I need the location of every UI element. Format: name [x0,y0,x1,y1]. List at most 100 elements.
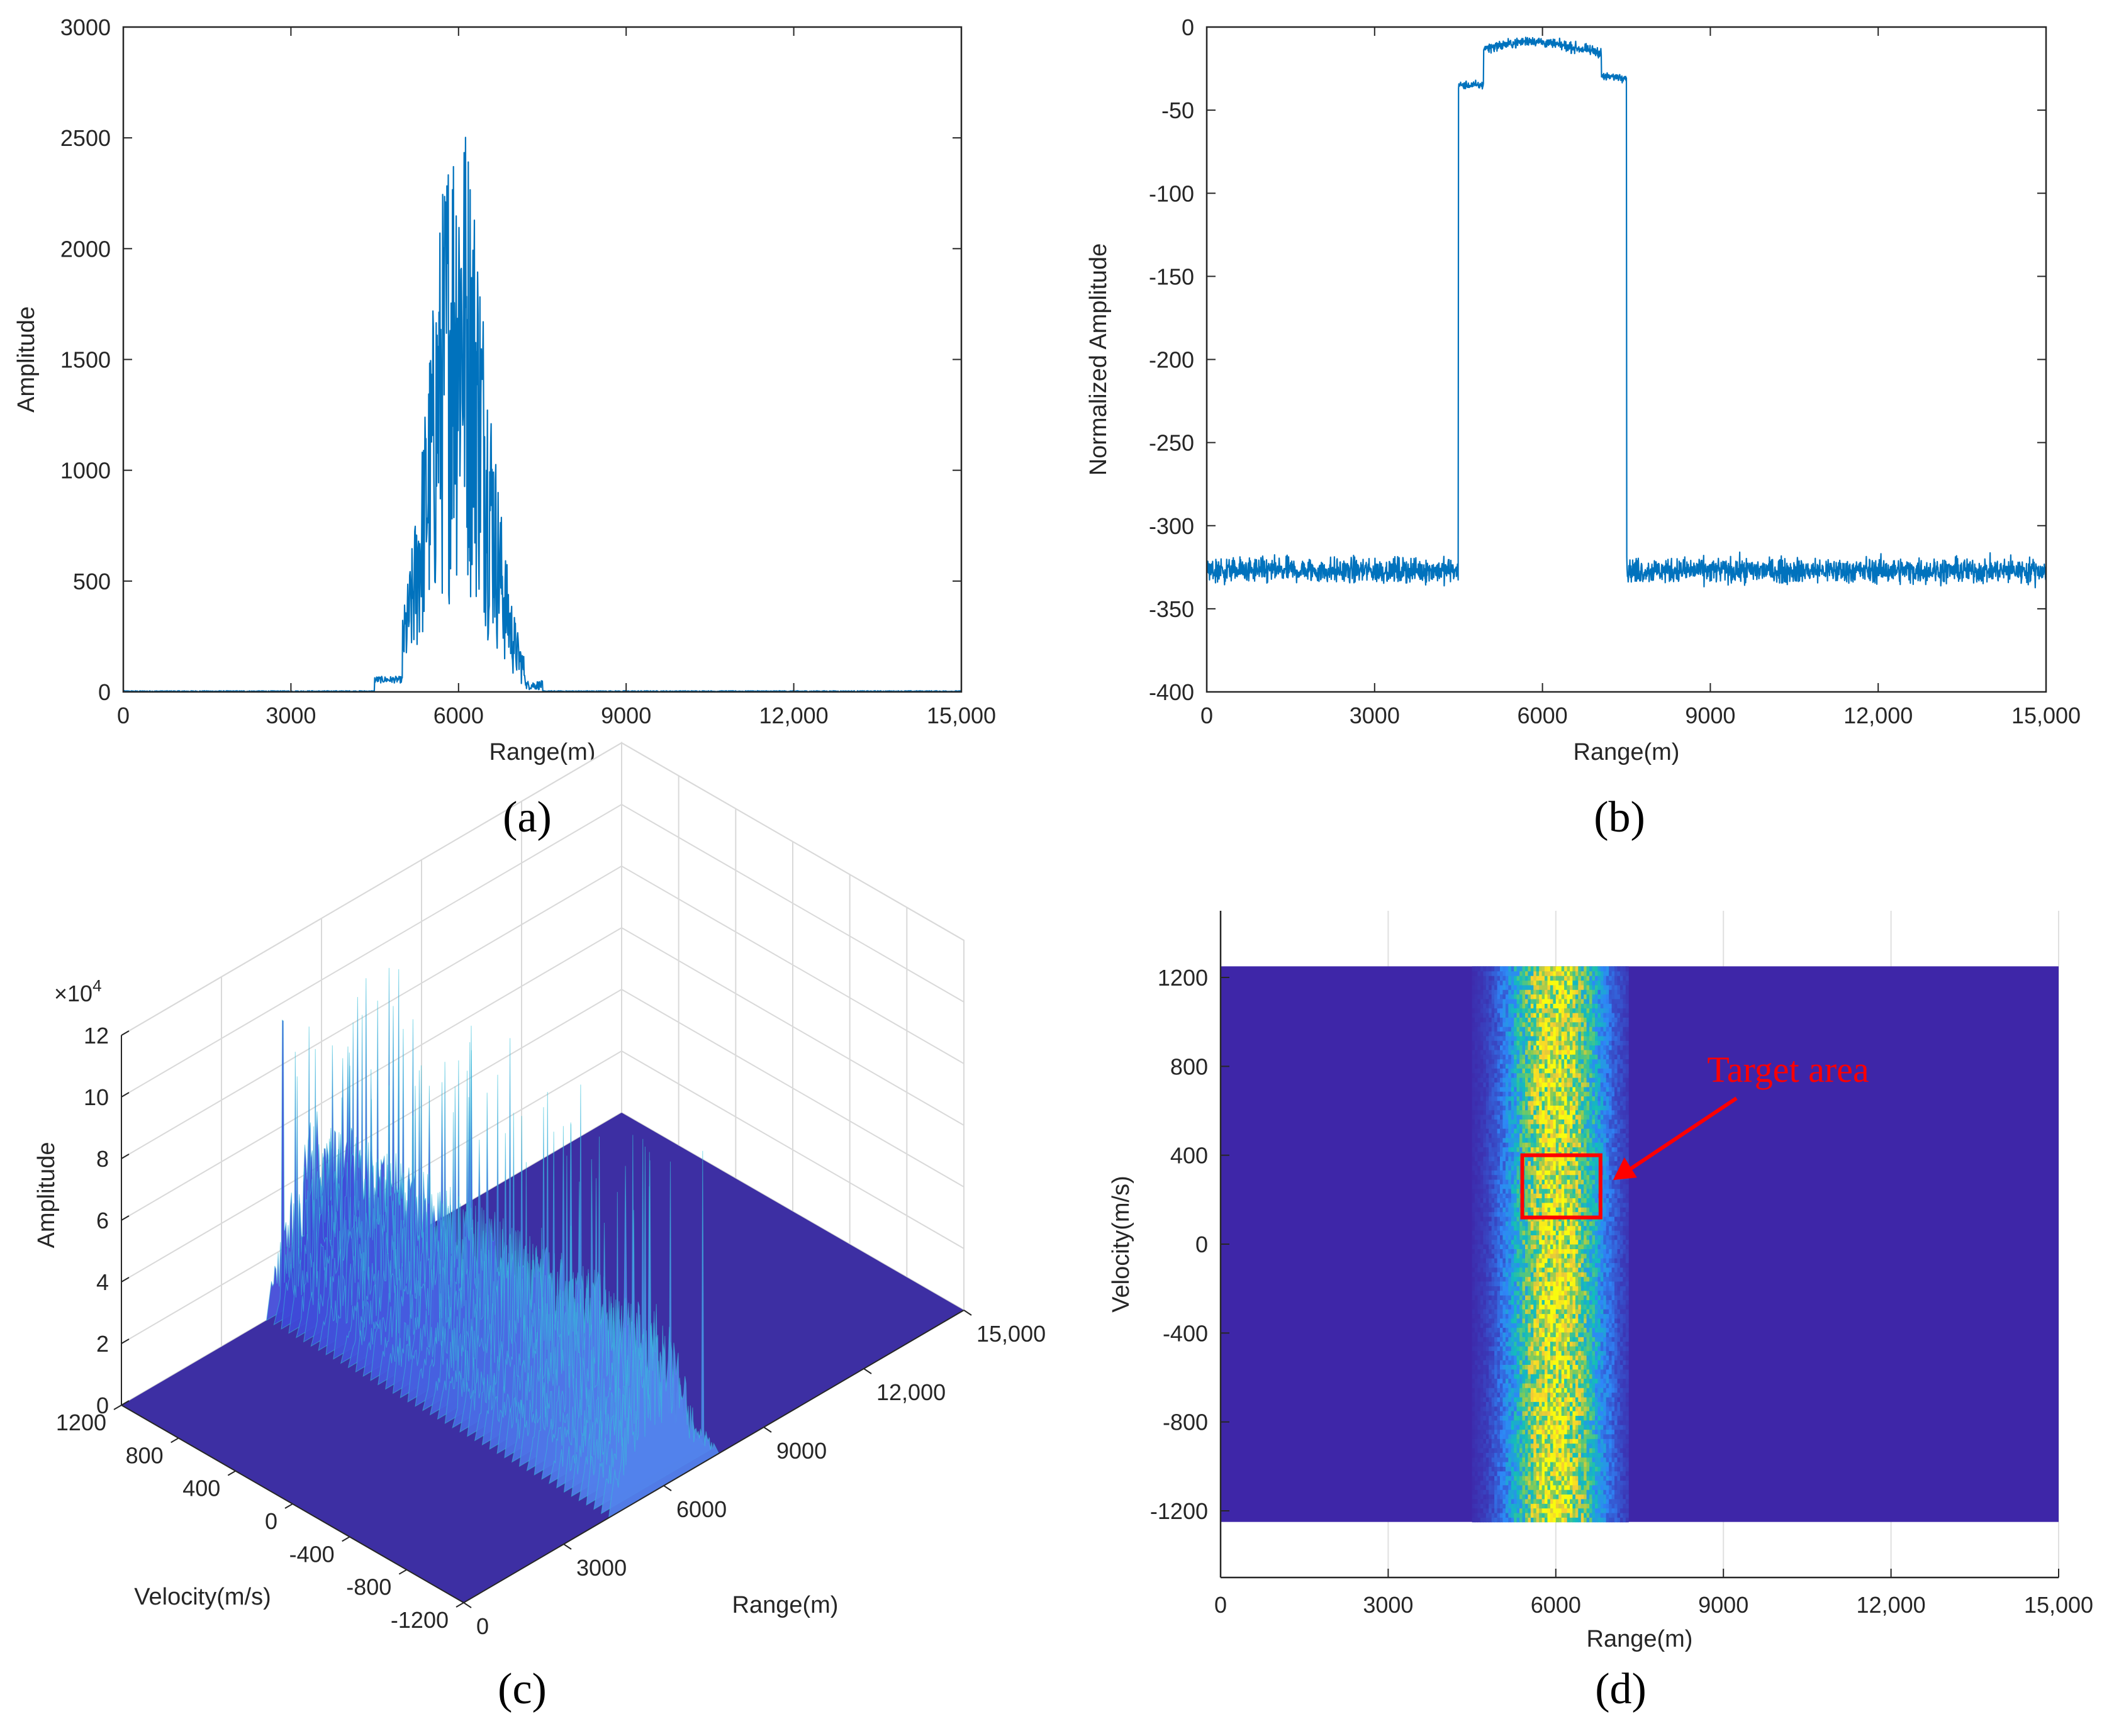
heatmap-cell [1541,1184,1545,1189]
heatmap-cell [1483,1323,1487,1328]
heatmap-cell [1570,1309,1573,1315]
heatmap-cell [1483,1031,1487,1037]
heatmap-cell [1530,1105,1534,1111]
heatmap-cell [1516,1309,1520,1315]
heatmap-cell [1539,1142,1543,1148]
heatmap-cell [1558,1123,1562,1129]
heatmap-cell [1500,1350,1503,1356]
heatmap-cell [1567,1119,1570,1125]
heatmap-cell [1511,1341,1514,1347]
heatmap-cell [1539,1119,1543,1125]
heatmap-cell [1555,1096,1559,1101]
heatmap-cell [1508,1105,1512,1111]
z-gridline [121,742,622,1036]
heatmap-cell [1508,1396,1512,1402]
heatmap-cell [1525,1188,1528,1194]
z-tick-mark [121,1092,130,1098]
heatmap-cell [1491,1313,1495,1319]
heatmap-cell [1575,1471,1579,1476]
heatmap-cell [1475,998,1478,1004]
heatmap-cell [1533,980,1537,986]
heatmap-cell [1511,1262,1514,1268]
heatmap-cell [1489,1179,1492,1184]
heatmap-cell [1516,1063,1520,1069]
heatmap-cell [1502,1438,1506,1444]
heatmap-cell [1525,1137,1528,1143]
heatmap-cell [1519,989,1523,995]
heatmap-cell [1547,1262,1551,1268]
heatmap-cell [1530,1137,1534,1143]
heatmap-cell [1525,1323,1528,1328]
heatmap-cell [1567,1503,1570,1509]
heatmap-cell [1477,1411,1481,1416]
heatmap-cell [1547,1230,1551,1235]
heatmap-cell [1536,1114,1540,1120]
heatmap-cell [1578,1188,1582,1194]
heatmap-cell [1536,1031,1540,1037]
heatmap-cell [1553,1077,1557,1082]
heatmap-cell [1491,1462,1495,1467]
heatmap-cell [1497,1364,1501,1370]
heatmap-cell [1516,1119,1520,1125]
heatmap-cell [1491,1091,1495,1097]
heatmap-cell [1555,1471,1559,1476]
heatmap-cell [1508,1031,1512,1037]
heatmap-cell [1536,1498,1540,1504]
heatmap-cell [1508,1489,1512,1495]
heatmap-cell [1561,1443,1565,1449]
heatmap-cell [1502,1447,1506,1453]
heatmap-cell [1519,1415,1523,1421]
heatmap-cell [1550,1193,1553,1198]
heatmap-cell [1508,1091,1512,1097]
heatmap-cell [1494,1299,1498,1305]
heatmap-cell [1561,1114,1565,1120]
heatmap-cell [1550,1462,1553,1467]
heatmap-cell [1550,1114,1553,1120]
heatmap-cell [1528,998,1531,1004]
heatmap-cell [1553,1091,1557,1097]
heatmap-cell [1525,1304,1528,1310]
heatmap-cell [1508,994,1512,999]
heatmap-cell [1485,1040,1489,1046]
heatmap-cell [1511,1345,1514,1351]
heatmap-cell [1477,1267,1481,1272]
heatmap-cell [1516,1211,1520,1217]
heatmap-cell [1558,1128,1562,1133]
heatmap-cell [1558,994,1562,999]
heatmap-cell [1541,1198,1545,1203]
heatmap-cell [1536,1068,1540,1074]
heatmap-cell [1472,1133,1475,1138]
heatmap-cell [1497,1198,1501,1203]
heatmap-cell [1561,1027,1565,1032]
heatmap-cell [1522,1295,1526,1300]
heatmap-cell [1545,1517,1548,1523]
heatmap-cell [1472,1304,1475,1310]
heatmap-cell [1497,1406,1501,1411]
heatmap-cell [1564,1337,1568,1342]
heatmap-cell [1572,1184,1576,1189]
heatmap-cell [1533,1040,1537,1046]
heatmap-cell [1536,1198,1540,1203]
heatmap-cell [1578,1096,1582,1101]
heatmap-cell [1530,1313,1534,1319]
heatmap-cell [1533,1244,1537,1249]
heatmap-cell [1485,1170,1489,1176]
heatmap-cell [1575,1452,1579,1458]
heatmap-cell [1472,1193,1475,1198]
heatmap-cell [1485,1345,1489,1351]
heatmap-cell [1553,1049,1557,1055]
heatmap-cell [1528,1299,1531,1305]
heatmap-cell [1578,1369,1582,1374]
heatmap-cell [1525,1045,1528,1050]
heatmap-cell [1545,1198,1548,1203]
heatmap-cell [1545,1295,1548,1300]
heatmap-cell [1489,1230,1492,1235]
heatmap-cell [1477,1262,1481,1268]
x-tick-label: 15,000 [2011,703,2081,728]
heatmap-cell [1561,1072,1565,1078]
heatmap-cell [1570,1286,1573,1291]
heatmap-cell [1550,1345,1553,1351]
heatmap-cell [1489,1170,1492,1176]
heatmap-cell [1514,1063,1518,1069]
heatmap-cell [1561,1272,1565,1277]
